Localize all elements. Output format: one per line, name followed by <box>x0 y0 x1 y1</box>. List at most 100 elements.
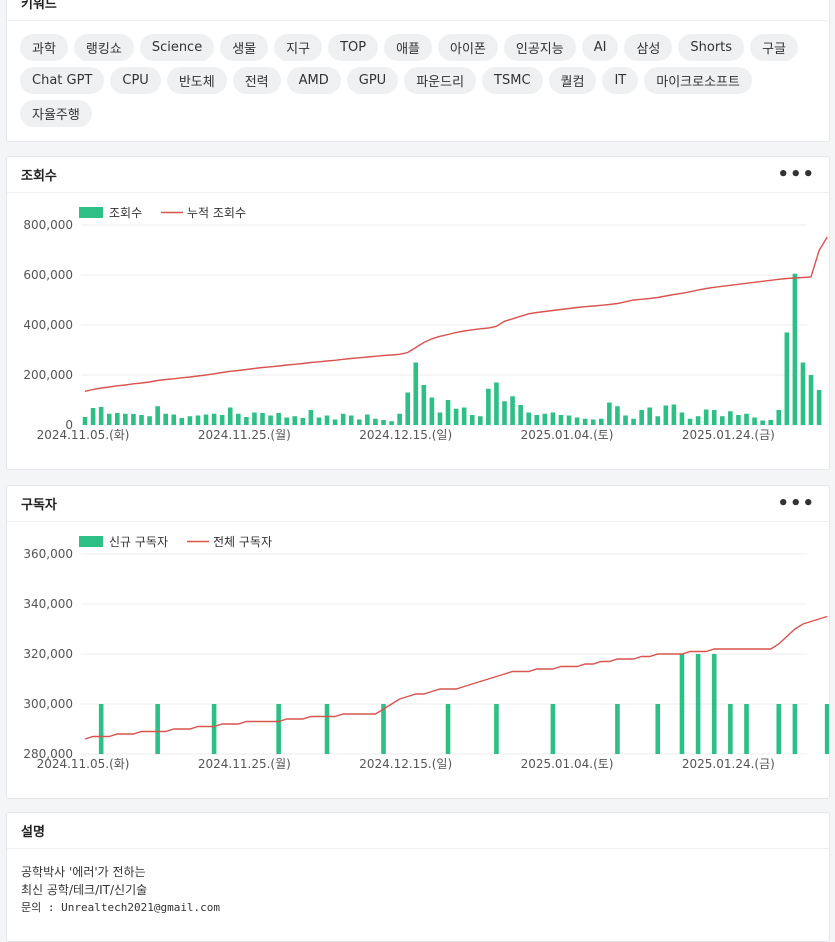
bar <box>276 704 281 754</box>
bar <box>655 704 661 754</box>
bar <box>155 704 160 754</box>
bar <box>187 416 193 425</box>
x-tick-label: 2024.11.05.(화) <box>37 757 130 771</box>
bar <box>98 704 104 754</box>
more-options-icon[interactable]: ••• <box>777 492 815 514</box>
bar <box>300 418 306 425</box>
keyword-tag[interactable]: 반도체 <box>166 67 227 94</box>
bar <box>421 385 427 425</box>
keyword-tag[interactable]: Chat GPT <box>20 67 105 94</box>
bar <box>720 416 725 425</box>
bar <box>260 413 265 425</box>
bar <box>139 415 144 425</box>
bar <box>744 704 749 754</box>
bar <box>728 704 733 754</box>
description-line: 공학박사 '에러'가 전하는 <box>21 865 146 879</box>
bar <box>211 704 217 754</box>
bar <box>90 408 96 425</box>
legend-bar-label: 신규 구독자 <box>109 535 168 549</box>
bar <box>687 418 693 425</box>
keyword-tag[interactable]: AMD <box>286 67 341 94</box>
bar <box>123 413 128 425</box>
bar <box>486 388 491 425</box>
keyword-tag[interactable]: 랭킹쇼 <box>73 34 134 61</box>
bar <box>566 415 572 425</box>
keyword-tag[interactable]: 전력 <box>232 67 281 94</box>
bar <box>445 704 451 754</box>
bar <box>115 413 120 425</box>
bar <box>163 413 168 425</box>
keyword-tag[interactable]: 삼성 <box>624 34 673 61</box>
bar <box>679 654 685 754</box>
bar <box>469 415 475 425</box>
y-tick-label: 280,000 <box>23 747 73 761</box>
x-tick-label: 2024.12.15.(일) <box>359 428 452 442</box>
bar <box>98 407 104 425</box>
bar <box>445 400 451 425</box>
keyword-tag[interactable]: 인공지능 <box>503 34 576 61</box>
bar <box>453 408 459 425</box>
keyword-tag[interactable]: Science <box>139 34 215 61</box>
bar <box>276 413 281 425</box>
bar <box>381 420 386 425</box>
bar <box>752 417 757 425</box>
keyword-tag[interactable]: 지구 <box>274 34 323 61</box>
bar <box>647 407 652 425</box>
legend-bar-swatch <box>79 536 103 547</box>
bar <box>332 419 338 425</box>
bar <box>695 654 701 754</box>
bar <box>324 704 330 754</box>
bar <box>494 704 499 754</box>
keyword-tag[interactable]: 과학 <box>20 34 68 61</box>
keyword-tag[interactable]: 자율주행 <box>20 100 92 127</box>
bar <box>776 410 782 425</box>
bar <box>510 396 515 425</box>
contact-email[interactable]: 문의 : Unrealtech2021@gmail.com <box>21 901 221 914</box>
keyword-tag[interactable]: 구글 <box>750 34 798 61</box>
bar <box>478 416 483 425</box>
subscribers-chart-card: 구독자 ••• 280,000 300,000 320,000 340,000 360,… <box>6 485 830 799</box>
keyword-tag[interactable]: GPU <box>346 67 399 94</box>
x-tick-label: 2024.11.25.(월) <box>198 757 291 771</box>
keyword-tag[interactable]: 마이크로소프트 <box>644 67 752 94</box>
bar <box>526 412 531 425</box>
keyword-tag[interactable]: 아이폰 <box>438 34 498 61</box>
keyword-tag[interactable]: CPU <box>110 67 161 94</box>
bar <box>316 417 322 425</box>
keyword-tag[interactable]: AI <box>581 34 619 61</box>
bar <box>615 704 620 754</box>
bar <box>534 415 540 425</box>
keyword-tag[interactable]: IT <box>602 67 639 94</box>
bar <box>381 704 386 754</box>
bar <box>808 375 814 425</box>
keywords-card: 키워드 과학 랭킹쇼 Science 생물 지구 TOP 애플 아이폰 인공지능 AI 삼성 Shor… <box>6 0 830 142</box>
keyword-tag[interactable]: Shorts <box>678 34 745 61</box>
bar <box>219 415 225 425</box>
description-header: 설명 <box>7 813 829 849</box>
bar <box>373 418 378 425</box>
bar <box>574 417 580 425</box>
bar <box>437 412 443 425</box>
bar <box>211 413 217 425</box>
y-tick-label: 300,000 <box>23 697 73 711</box>
legend-line-label: 누적 조회수 <box>187 206 246 220</box>
keyword-tag[interactable]: 퀄컴 <box>548 67 597 94</box>
bar <box>405 392 410 425</box>
bar <box>582 418 588 425</box>
keyword-tag[interactable]: 생물 <box>220 34 269 61</box>
bar <box>236 413 241 425</box>
keyword-tag[interactable]: TOP <box>328 34 379 61</box>
bar <box>768 420 773 425</box>
bar <box>711 410 717 425</box>
keyword-tag[interactable]: 애플 <box>384 34 432 61</box>
bar <box>736 415 741 425</box>
bar <box>816 390 822 425</box>
bar <box>340 413 346 425</box>
x-tick-label: 2024.11.25.(월) <box>198 428 291 442</box>
bar <box>711 654 717 754</box>
keyword-tag[interactable]: 파운드리 <box>404 67 477 94</box>
more-options-icon[interactable]: ••• <box>777 163 815 185</box>
bar <box>357 419 362 425</box>
keyword-tag[interactable]: TSMC <box>482 67 543 94</box>
bar <box>131 414 136 425</box>
